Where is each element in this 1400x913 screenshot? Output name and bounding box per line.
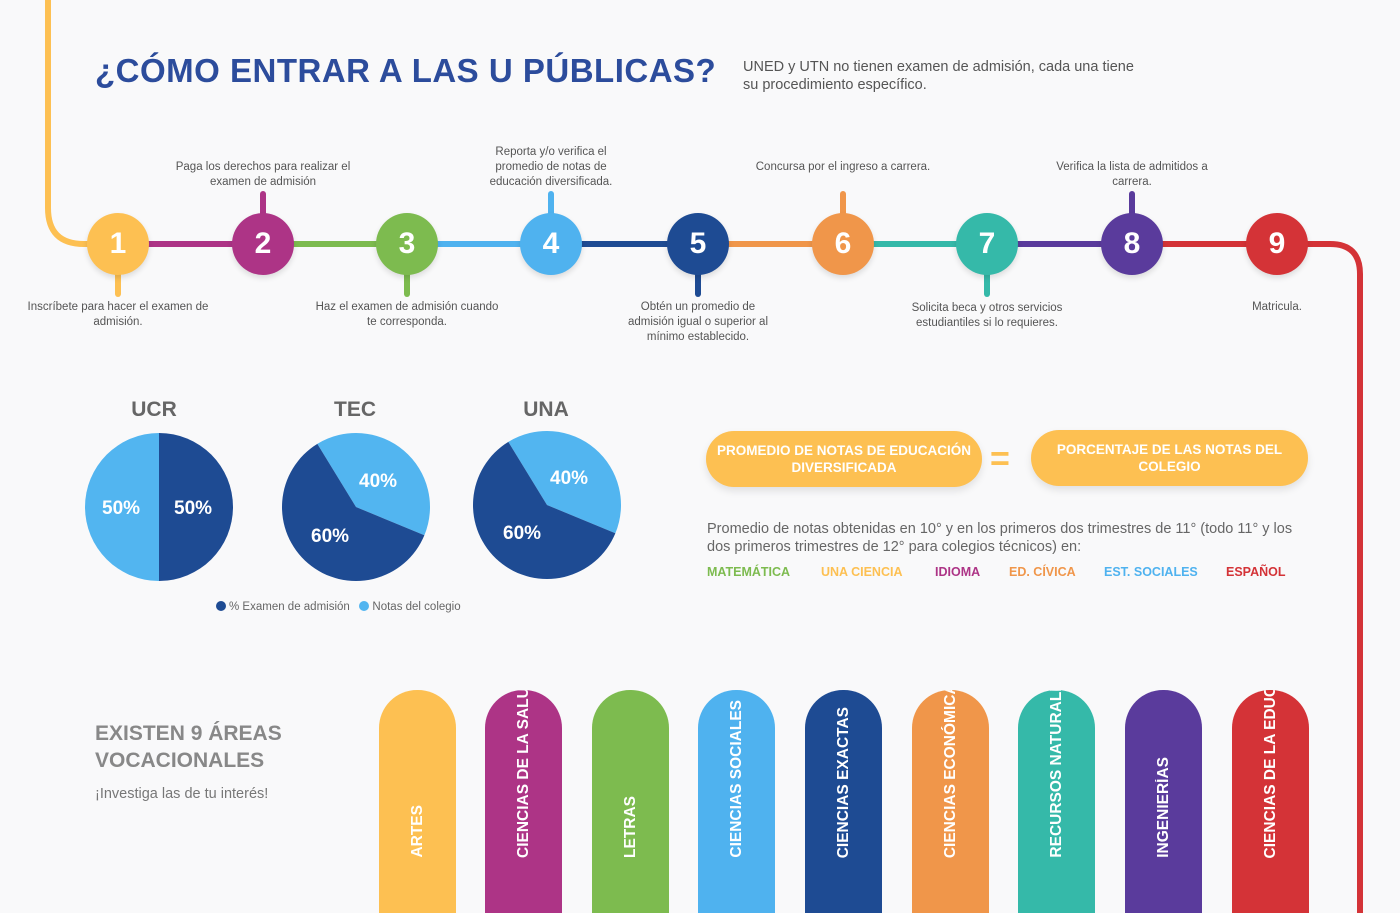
pie-legend: % Examen de admisión Notas del colegio: [216, 601, 461, 613]
area-column: CIENCIAS DE LA SALUD: [485, 690, 562, 913]
area-label: RECURSOS NATURALES: [1047, 690, 1065, 858]
formula-left-pill: PROMEDIO DE NOTAS DE EDUCACIÓN DIVERSIFI…: [706, 431, 982, 487]
pie-title-una: UNA: [523, 398, 569, 421]
pie-title-ucr: UCR: [131, 398, 177, 421]
step-4-text: Reporta y/o verifica el promedio de nota…: [489, 146, 613, 188]
step-6-circle: 6: [812, 213, 874, 275]
pie-label-tec-exam: 60%: [311, 526, 349, 547]
pie-label-una-exam: 60%: [503, 523, 541, 544]
pie-slice-una-school: [508, 431, 621, 534]
step-1-text: Inscríbete para hacer el examen de admis…: [27, 301, 209, 328]
area-label: CIENCIAS ECONÓMICAS: [941, 690, 959, 858]
pie-slice-ucr-exam: [159, 433, 233, 581]
area-label: CIENCIAS SOCIALES: [727, 700, 745, 858]
pie-slice-tec-exam: [282, 443, 425, 581]
pie-slice-tec-school: [317, 433, 430, 536]
area-label: ARTES: [408, 805, 426, 858]
subject-item: IDIOMA: [935, 565, 981, 579]
timeline-segment-start: [45, 0, 121, 247]
page-subtitle: UNED y UTN no tienen examen de admisión,…: [743, 59, 1134, 93]
area-label: LETRAS: [621, 796, 639, 858]
area-column: CIENCIAS SOCIALES: [698, 690, 775, 913]
average-description: Promedio de notas obtenidas en 10° y en …: [707, 521, 1293, 555]
subject-item: ESPAÑOL: [1226, 565, 1286, 579]
legend-label-exam: % Examen de admisión: [229, 601, 350, 613]
legend-dot-exam: [216, 601, 226, 611]
subject-item: ED. CÍVICA: [1009, 565, 1076, 579]
area-label: CIENCIAS DE LA EDUCACIÓN: [1261, 690, 1279, 858]
area-column: CIENCIAS EXACTAS: [805, 690, 882, 913]
pie-label-ucr-exam: 50%: [174, 498, 212, 519]
legend-dot-school: [359, 601, 370, 611]
step-4-circle: 4: [520, 213, 582, 275]
area-label: CIENCIAS EXACTAS: [834, 706, 852, 858]
pie-label-ucr-school: 50%: [102, 498, 140, 519]
pie-chart-una: 60% 40%: [473, 431, 621, 579]
step-2-text: Paga los derechos para realizar el exame…: [175, 161, 351, 188]
step-2-circle: 2: [232, 213, 294, 275]
step-8-text: Verifica la lista de admitidos a carrera…: [1056, 161, 1208, 188]
step-3-circle: 3: [376, 213, 438, 275]
step-5-circle: 5: [667, 213, 729, 275]
step-9-circle: 9: [1246, 213, 1308, 275]
pie-chart-ucr: 50% 50%: [85, 433, 233, 581]
step-7-circle: 7: [956, 213, 1018, 275]
step-8-circle: 8: [1101, 213, 1163, 275]
formula-equals: =: [990, 440, 1010, 478]
page-title: ¿CÓMO ENTRAR A LAS U PÚBLICAS?: [95, 52, 717, 89]
subject-item: UNA CIENCIA: [821, 565, 903, 579]
timeline-segment-end: [1274, 241, 1363, 913]
legend-label-school: Notas del colegio: [372, 601, 461, 613]
step-6-text: Concursa por el ingreso a carrera.: [755, 161, 931, 173]
formula-right-pill: PORCENTAJE DE LAS NOTAS DEL COLEGIO: [1031, 430, 1308, 486]
areas-title: EXISTEN 9 ÁREAS VOCACIONALES: [95, 722, 282, 772]
area-column: CIENCIAS ECONÓMICAS: [912, 690, 989, 913]
step-9-text: Matricula.: [1252, 301, 1302, 313]
pie-chart-tec: 60% 40%: [282, 433, 430, 581]
step-3-text: Haz el examen de admisión cuando te corr…: [315, 301, 499, 328]
step-7-text: Solicita beca y otros servicios estudian…: [911, 302, 1063, 329]
area-column: ARTES: [379, 690, 456, 913]
pie-slice-una-exam: [473, 441, 616, 579]
pie-slice-ucr-school: [85, 433, 159, 581]
step-5-text: Obtén un promedio de admisión igual o su…: [628, 301, 768, 343]
area-column: RECURSOS NATURALES: [1018, 690, 1095, 913]
area-column: INGENIERÍAS: [1125, 690, 1202, 913]
area-column: LETRAS: [592, 690, 669, 913]
pie-label-tec-school: 40%: [359, 471, 397, 492]
pie-title-tec: TEC: [334, 398, 376, 421]
area-label: CIENCIAS DE LA SALUD: [514, 690, 532, 858]
area-label: INGENIERÍAS: [1154, 757, 1172, 858]
area-column: CIENCIAS DE LA EDUCACIÓN: [1232, 690, 1309, 913]
areas-subtitle: ¡Investiga las de tu interés!: [95, 786, 269, 802]
subject-item: MATEMÁTICA: [707, 565, 791, 579]
pie-label-una-school: 40%: [550, 468, 588, 489]
step-1-circle: 1: [87, 213, 149, 275]
subject-item: EST. SOCIALES: [1104, 565, 1198, 579]
